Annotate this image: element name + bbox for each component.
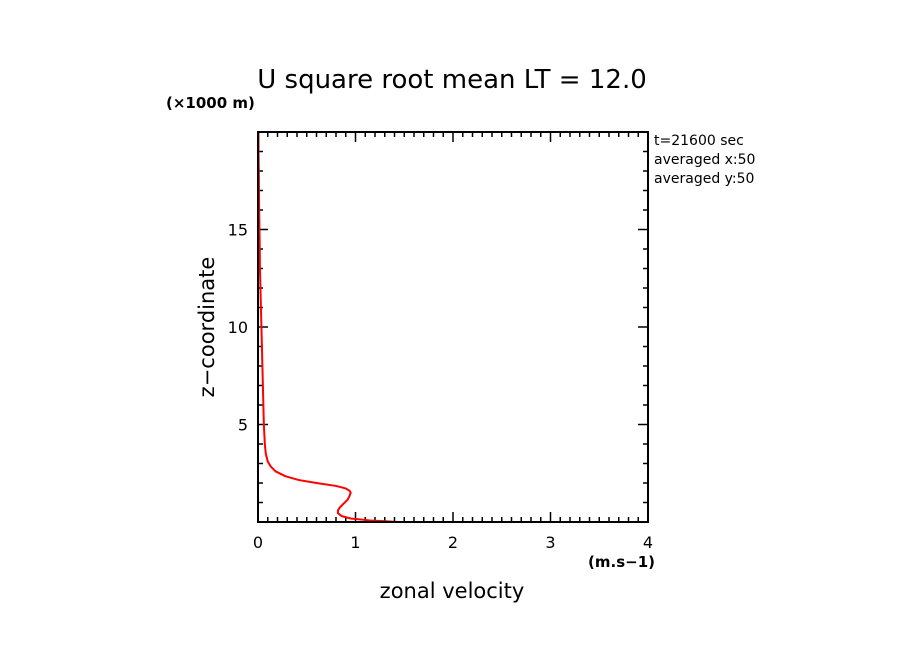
y-tick-label: 15 — [228, 221, 248, 240]
annotation-group: t=21600 sec averaged x:50 averaged y:50 — [654, 133, 755, 187]
x-tick-label: 2 — [448, 533, 458, 552]
y-axis-label: z−coordinate — [195, 257, 219, 398]
x-tick-label: 4 — [643, 533, 653, 552]
series-group — [257, 132, 399, 523]
annotation-text: averaged x:50 — [654, 152, 755, 168]
x-tick-label: 3 — [545, 533, 555, 552]
y-tick-label: 10 — [228, 318, 248, 337]
series-line — [257, 132, 399, 523]
x-tick-label: 0 — [253, 533, 263, 552]
y-units-label: (×1000 m) — [166, 94, 255, 112]
y-tick-label: 5 — [238, 416, 248, 435]
annotation-text: averaged y:50 — [654, 171, 754, 187]
x-tick-label: 1 — [350, 533, 360, 552]
annotation-text: t=21600 sec — [654, 133, 744, 149]
plot-frame — [257, 131, 649, 523]
x-units-label: (m.s−1) — [588, 553, 655, 571]
chart-title: U square root mean LT = 12.0 — [257, 65, 647, 95]
tick-label-group: 0 1 2 3 4 5 10 15 — [228, 221, 653, 553]
x-axis-label: zonal velocity — [380, 579, 525, 603]
tick-group — [257, 131, 649, 523]
